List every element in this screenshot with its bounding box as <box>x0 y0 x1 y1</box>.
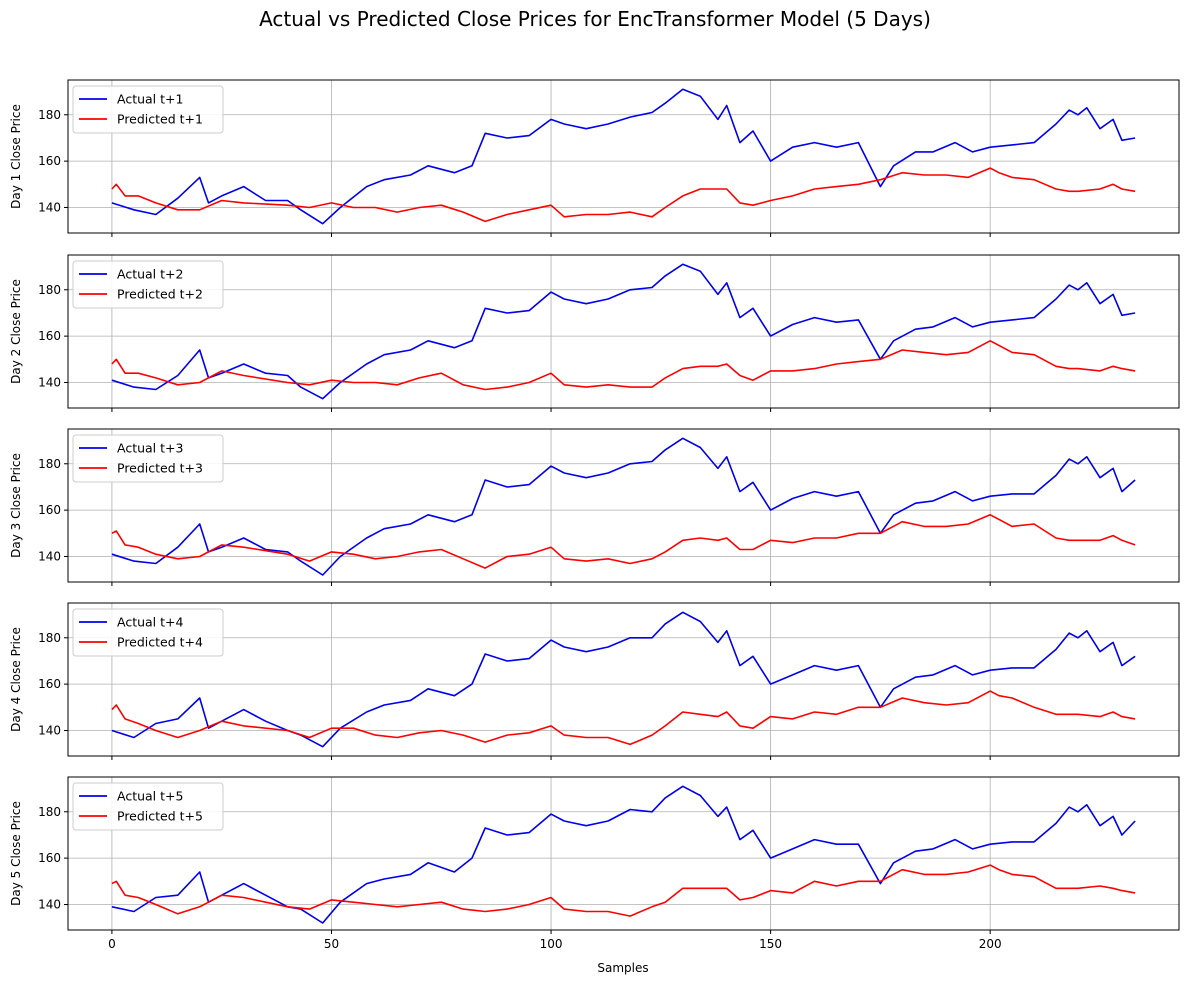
legend: Actual t+3 Predicted t+3 <box>72 434 224 483</box>
plot-frame <box>67 254 1180 409</box>
y-tick-label: 140 <box>38 376 61 390</box>
legend-box <box>72 782 224 831</box>
legend-entry: Predicted t+5 <box>117 809 203 824</box>
legend: Actual t+2 Predicted t+2 <box>72 260 224 309</box>
x-tick-label: 50 <box>324 937 339 951</box>
figure-title: Actual vs Predicted Close Prices for Enc… <box>259 7 931 31</box>
legend-entry: Predicted t+2 <box>117 287 203 302</box>
y-axis-label: Day 4 Close Price <box>9 627 23 732</box>
plot-background <box>68 603 1179 756</box>
plot-background <box>68 80 1179 233</box>
y-tick-label: 160 <box>38 503 61 517</box>
y-tick-label: 180 <box>38 631 61 645</box>
subplot-day-1: 140 160 180 Day 1 Close Price Actual t+1 Pred… <box>9 79 1180 237</box>
subplot-day-4: 140 160 180 Day 4 Close Price Actual t+4 Pred… <box>9 602 1180 760</box>
y-axis-label: Day 1 Close Price <box>9 104 23 209</box>
x-tick-label: 0 <box>108 937 116 951</box>
legend-entry: Actual t+4 <box>117 615 184 630</box>
plot-background <box>68 777 1179 930</box>
y-axis-label: Day 5 Close Price <box>9 801 23 906</box>
y-tick-label: 140 <box>38 898 61 912</box>
legend-entry: Actual t+3 <box>117 441 183 456</box>
y-axis-label: Day 2 Close Price <box>9 279 23 384</box>
legend-entry: Actual t+1 <box>117 92 183 107</box>
legend-box <box>72 85 224 134</box>
predicted-series-line <box>111 690 1136 746</box>
y-axis-label: Day 3 Close Price <box>9 453 23 558</box>
legend: Actual t+5 Predicted t+5 <box>72 782 224 831</box>
x-tick-label: 200 <box>979 937 1002 951</box>
y-tick-label: 160 <box>38 329 61 343</box>
y-tick-label: 160 <box>38 851 61 865</box>
legend-entry: Actual t+5 <box>117 789 183 804</box>
legend: Actual t+1 Predicted t+1 <box>72 85 224 134</box>
plot-frame <box>67 602 1180 757</box>
plot-frame <box>67 776 1180 931</box>
x-tick-label: 100 <box>540 937 563 951</box>
subplot-day-3: 140 160 180 Day 3 Close Price Actual t+3 Pred… <box>9 428 1180 586</box>
legend: Actual t+4 Predicted t+4 <box>72 608 224 657</box>
legend-box <box>72 608 224 657</box>
predicted-series-line <box>111 167 1136 223</box>
legend-entry: Predicted t+4 <box>117 635 203 650</box>
predicted-series-line <box>111 513 1136 569</box>
legend-entry: Predicted t+3 <box>117 461 203 476</box>
y-tick-label: 140 <box>38 550 61 564</box>
y-tick-label: 180 <box>38 805 61 819</box>
y-tick-label: 140 <box>38 724 61 738</box>
x-axis-label: Samples <box>597 961 648 975</box>
subplot-day-2: 140 160 180 Day 2 Close Price Actual t+2 Pred… <box>9 254 1180 412</box>
y-tick-label: 140 <box>38 201 61 215</box>
y-tick-label: 180 <box>38 457 61 471</box>
legend-box <box>72 434 224 483</box>
plot-frame <box>67 428 1180 583</box>
plot-background <box>68 255 1179 408</box>
predicted-series-line <box>111 339 1136 391</box>
y-tick-label: 180 <box>38 108 61 122</box>
plot-background <box>68 429 1179 582</box>
subplots: 140 160 180 Day 1 Close Price Actual t+1 Pred… <box>9 79 1180 951</box>
actual-series-line <box>111 88 1136 225</box>
legend-box <box>72 260 224 309</box>
x-tick-label: 150 <box>759 937 782 951</box>
y-tick-label: 160 <box>38 154 61 168</box>
actual-series-line <box>111 263 1136 400</box>
plot-frame <box>67 79 1180 234</box>
y-tick-label: 180 <box>38 283 61 297</box>
legend-entry: Predicted t+1 <box>117 112 203 127</box>
legend-entry: Actual t+2 <box>117 267 183 282</box>
predicted-series-line <box>111 864 1136 917</box>
subplot-day-5: 140 160 180 0 50 100 150 200 Day 5 Close Price Ac… <box>9 776 1180 951</box>
y-tick-label: 160 <box>38 677 61 691</box>
